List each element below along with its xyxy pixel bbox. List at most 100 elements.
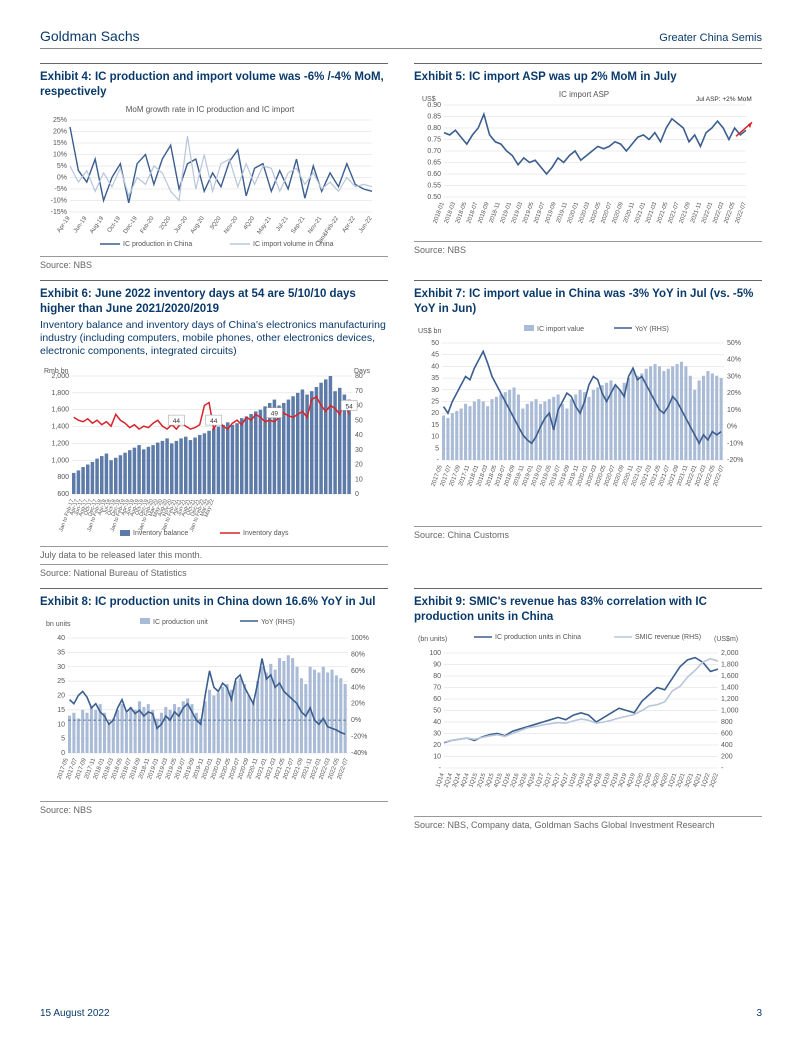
section-name: Greater China Semis <box>659 32 762 44</box>
svg-text:0.75: 0.75 <box>427 136 441 143</box>
svg-text:IC production in China: IC production in China <box>123 241 192 248</box>
svg-text:-10%: -10% <box>51 197 67 204</box>
svg-text:1,400: 1,400 <box>721 685 739 692</box>
exhibit-5: Exhibit 5: IC import ASP was up 2% MoM i… <box>414 63 762 270</box>
page-footer: 15 August 2022 3 <box>40 1008 762 1019</box>
svg-text:0.90: 0.90 <box>427 102 441 109</box>
svg-text:IC production units in China: IC production units in China <box>495 634 581 641</box>
svg-text:Nov-20: Nov-20 <box>223 215 239 235</box>
ex4-source: Source: NBS <box>40 256 388 270</box>
svg-text:20: 20 <box>355 462 363 469</box>
svg-text:-: - <box>721 765 724 772</box>
svg-text:2Q20: 2Q20 <box>159 215 173 231</box>
svg-text:-5%: -5% <box>55 186 67 193</box>
svg-text:2,000: 2,000 <box>51 373 69 380</box>
svg-text:YoY (RHS): YoY (RHS) <box>261 619 295 626</box>
svg-text:25%: 25% <box>53 117 67 124</box>
svg-text:Jul-21: Jul-21 <box>275 215 290 232</box>
svg-text:Oct-19: Oct-19 <box>107 215 123 234</box>
svg-text:IC import ASP: IC import ASP <box>559 90 609 99</box>
svg-text:1,800: 1,800 <box>721 662 739 669</box>
svg-text:20: 20 <box>433 742 441 749</box>
svg-text:IC import volume in China: IC import volume in China <box>253 241 334 248</box>
svg-text:0.50: 0.50 <box>427 194 441 201</box>
exhibit-7: Exhibit 7: IC import value in China was … <box>414 280 762 578</box>
svg-text:44: 44 <box>173 418 181 425</box>
svg-text:Jun-19: Jun-19 <box>73 215 89 234</box>
svg-text:Feb-20: Feb-20 <box>140 215 156 235</box>
svg-text:2022-07: 2022-07 <box>735 201 748 224</box>
svg-text:10%: 10% <box>727 407 741 414</box>
svg-text:40%: 40% <box>351 684 365 691</box>
svg-text:10: 10 <box>355 476 363 483</box>
svg-text:-20%: -20% <box>351 734 367 741</box>
ex9-chart: (bn units)(US$m)IC production units in C… <box>414 627 754 812</box>
svg-text:90: 90 <box>433 662 441 669</box>
svg-text:600: 600 <box>721 731 733 738</box>
svg-text:10%: 10% <box>53 151 67 158</box>
svg-text:50%: 50% <box>727 340 741 347</box>
svg-text:0.55: 0.55 <box>427 182 441 189</box>
ex8-title: Exhibit 8: IC production units in China … <box>40 595 388 610</box>
svg-text:-10%: -10% <box>727 440 743 447</box>
exhibit-9: Exhibit 9: SMIC's revenue has 83% correl… <box>414 588 762 830</box>
svg-text:30%: 30% <box>727 373 741 380</box>
svg-text:0.60: 0.60 <box>427 171 441 178</box>
svg-text:800: 800 <box>57 474 69 481</box>
svg-text:0.85: 0.85 <box>427 113 441 120</box>
svg-text:49: 49 <box>271 411 279 418</box>
svg-text:30: 30 <box>433 731 441 738</box>
svg-text:(bn units): (bn units) <box>418 636 447 643</box>
svg-text:bn units: bn units <box>46 621 71 628</box>
svg-text:4Q20: 4Q20 <box>243 215 257 231</box>
svg-text:1,200: 1,200 <box>51 441 69 448</box>
svg-text:44: 44 <box>210 418 218 425</box>
svg-text:60%: 60% <box>351 668 365 675</box>
svg-text:-: - <box>437 457 440 464</box>
svg-text:Sep-21: Sep-21 <box>291 215 307 235</box>
svg-text:45: 45 <box>431 351 439 358</box>
ex7-source: Source: China Customs <box>414 526 762 540</box>
ex7-chart: US$ bnIC import valueYoY (RHS)-510152025… <box>414 319 754 504</box>
svg-text:80%: 80% <box>351 651 365 658</box>
svg-text:0: 0 <box>355 491 359 498</box>
svg-text:-: - <box>439 765 442 772</box>
svg-text:US$ bn: US$ bn <box>418 328 441 335</box>
ex4-chart: MoM growth rate in IC production and IC … <box>40 102 380 252</box>
svg-text:Apr-19: Apr-19 <box>56 215 72 234</box>
svg-text:2,000: 2,000 <box>721 650 739 657</box>
svg-text:400: 400 <box>721 742 733 749</box>
svg-text:100%: 100% <box>351 635 369 642</box>
svg-text:100: 100 <box>429 650 441 657</box>
svg-text:35: 35 <box>431 375 439 382</box>
svg-text:15%: 15% <box>53 140 67 147</box>
svg-text:Aug-20: Aug-20 <box>190 215 206 235</box>
svg-text:54: 54 <box>345 403 353 410</box>
ex4-title: Exhibit 4: IC production and import volu… <box>40 70 388 100</box>
svg-text:15: 15 <box>431 422 439 429</box>
svg-text:50: 50 <box>431 340 439 347</box>
svg-text:IC production unit: IC production unit <box>153 619 208 626</box>
exhibit-4: Exhibit 4: IC production and import volu… <box>40 63 388 270</box>
svg-text:80: 80 <box>355 373 363 380</box>
svg-text:10: 10 <box>57 721 65 728</box>
svg-text:30: 30 <box>355 447 363 454</box>
ex8-source: Source: NBS <box>40 801 388 815</box>
exhibit-6: Exhibit 6: June 2022 inventory days at 5… <box>40 280 388 578</box>
svg-text:10: 10 <box>433 754 441 761</box>
svg-text:60: 60 <box>433 696 441 703</box>
svg-text:1,000: 1,000 <box>51 457 69 464</box>
svg-text:0.70: 0.70 <box>427 148 441 155</box>
ex5-chart: IC import ASPUS$Jul ASP: +2% MoM0.500.55… <box>414 87 754 237</box>
footer-date: 15 August 2022 <box>40 1008 110 1019</box>
svg-text:Dec-19: Dec-19 <box>123 215 139 235</box>
ex7-title: Exhibit 7: IC import value in China was … <box>414 287 762 317</box>
svg-text:10: 10 <box>431 433 439 440</box>
svg-text:70: 70 <box>355 388 363 395</box>
svg-text:May-21: May-21 <box>257 215 274 235</box>
svg-text:Apr-22: Apr-22 <box>342 215 358 234</box>
ex5-title: Exhibit 5: IC import ASP was up 2% MoM i… <box>414 70 762 85</box>
ex5-source: Source: NBS <box>414 241 762 255</box>
svg-text:0: 0 <box>61 750 65 757</box>
svg-text:-40%: -40% <box>351 750 367 757</box>
